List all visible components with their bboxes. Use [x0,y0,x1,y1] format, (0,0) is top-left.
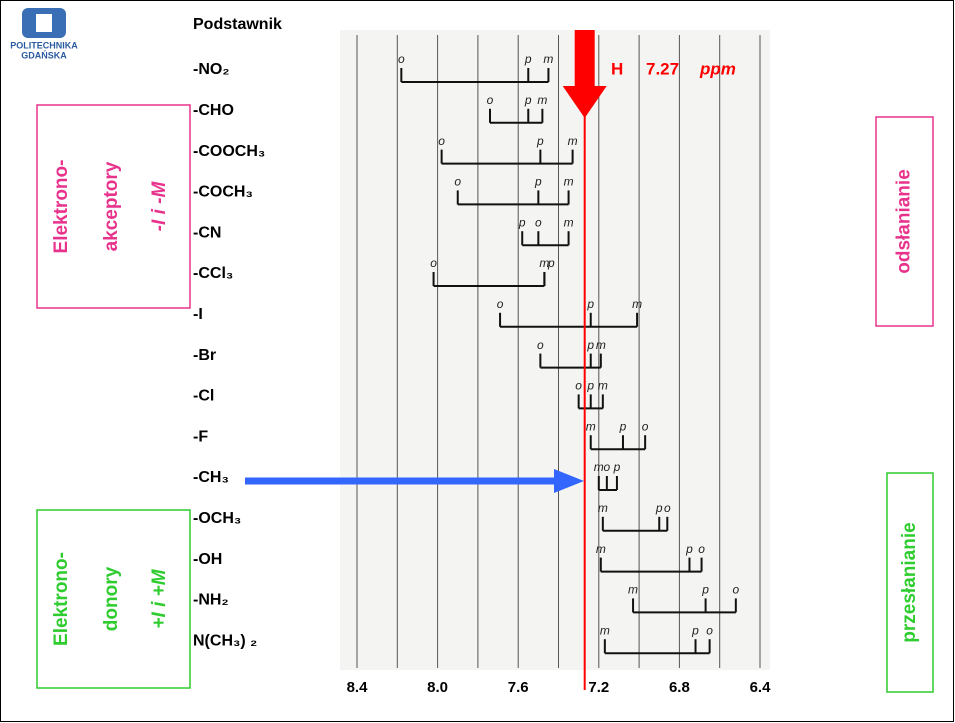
x-tick-label: 7.6 [508,679,529,696]
substituent-label: -CCl₃ [193,265,233,282]
peak-letter: o [535,215,542,229]
scan-background [340,30,770,670]
substituent-label: -CH₃ [193,469,229,486]
peak-letter: p [586,379,594,393]
peak-letter: m [628,583,638,597]
reference-unit: ppm [699,59,736,78]
group-text: +I i +M [149,568,170,628]
peak-letter: m [586,419,596,433]
peak-letter: p [655,501,663,515]
region-text: przesłanianie [899,522,920,642]
peak-letter: m [632,297,642,311]
peak-letter: m [596,338,606,352]
peak-letter: p [547,256,555,270]
peak-letter: p [524,93,532,107]
substituent-label: -COOCH₃ [193,143,265,160]
peak-letter: o [537,338,544,352]
group-text: donory [101,566,122,631]
group-text: Elektrono- [51,160,72,254]
reference-value: 7.27 [646,59,679,78]
peak-letter: o [454,175,461,189]
peak-letter: o [698,542,705,556]
region-text: odsłanianie [894,169,915,274]
substituent-label: -OH [193,551,222,568]
peak-letter: p [619,419,627,433]
peak-letter: o [604,460,611,474]
peak-letter: p [691,623,699,637]
peak-letter: o [664,501,671,515]
peak-letter: m [564,215,574,229]
peak-letter: o [487,93,494,107]
peak-letter: m [543,52,553,66]
peak-letter: o [497,297,504,311]
substituent-label: -I [193,306,203,323]
substituent-label: N(CH₃) ₂ [193,632,257,649]
peak-letter: o [438,134,445,148]
substituent-label: -Br [193,347,216,364]
peak-letter: m [598,501,608,515]
peak-letter: m [537,93,547,107]
peak-letter: p [586,338,594,352]
peak-letter: o [575,379,582,393]
substituent-label: -NO₂ [193,61,229,78]
group-text: -I i -M [149,181,170,232]
x-tick-label: 8.0 [427,679,448,696]
peak-letter: p [613,460,621,474]
reference-label: H [611,59,623,78]
peak-letter: p [701,583,709,597]
logo-text: GDAŃSKA [21,50,67,60]
group-text: akceptory [101,161,122,251]
x-tick-label: 7.2 [588,679,609,696]
logo-shield [36,14,52,32]
substituent-label: -CHO [193,102,234,119]
peak-letter: p [518,215,526,229]
substituent-label: -CN [193,224,221,241]
peak-letter: p [586,297,594,311]
peak-letter: p [534,175,542,189]
peak-letter: o [642,419,649,433]
peak-letter: m [598,379,608,393]
substituent-label: -F [193,428,208,445]
column-header: Podstawnik [193,16,282,33]
peak-letter: p [685,542,693,556]
substituent-label: -Cl [193,388,214,405]
peak-letter: p [536,134,544,148]
x-tick-label: 6.8 [669,679,690,696]
peak-letter: o [398,52,405,66]
substituent-label: -OCH₃ [193,510,241,527]
peak-letter: m [600,623,610,637]
substituent-label: -NH₂ [193,592,229,609]
slide: POLITECHNIKA GDAŃSKA Podstawnik 8.4 8.0 7.… [0,0,955,723]
logo-text: POLITECHNIKA [10,40,78,50]
peak-letter: m [564,175,574,189]
peak-letter: m [568,134,578,148]
peak-letter: m [596,542,606,556]
peak-letter: o [430,256,437,270]
peak-letter: m [594,460,604,474]
substituent-label: -COCH₃ [193,184,253,201]
reference-arrow-shaft [575,30,595,86]
x-tick-label: 6.4 [750,679,772,696]
group-text: Elektrono- [51,552,72,646]
x-tick-label: 8.4 [347,679,369,696]
peak-letter: o [732,583,739,597]
peak-letter: o [706,623,713,637]
peak-letter: p [524,52,532,66]
